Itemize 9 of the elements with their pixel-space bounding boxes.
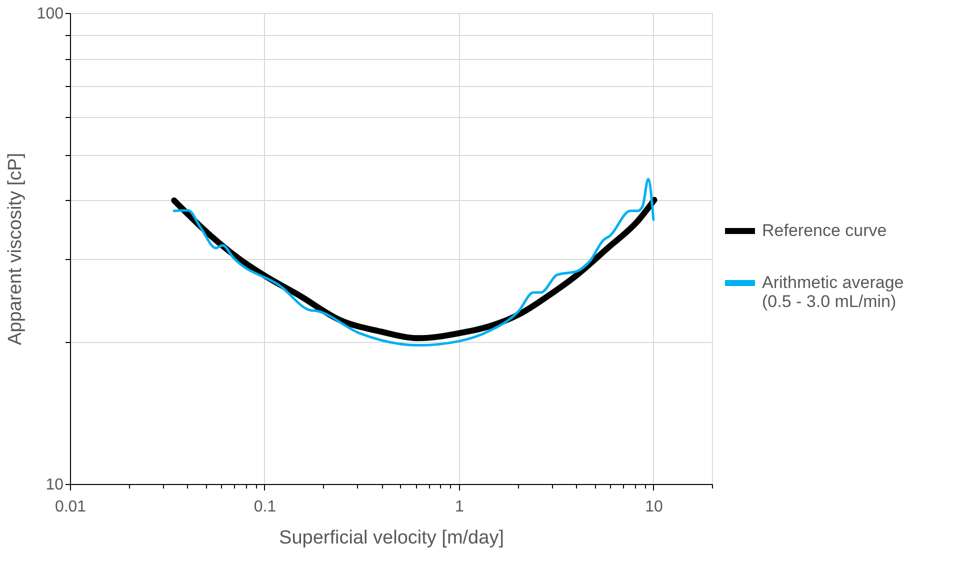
x-tick-label: 0.1	[254, 498, 276, 516]
x-tick-label: 0.01	[54, 498, 86, 516]
x-tick-label: 10	[645, 498, 663, 516]
y-tick-label: 100	[36, 6, 64, 22]
x-tick-label: 1	[455, 498, 464, 516]
y-axis-title: Apparent viscosity [cP]	[4, 152, 26, 346]
legend-label: Arithmetic average (0.5 - 3.0 mL/min)	[762, 273, 904, 311]
legend-label: Reference curve	[762, 221, 887, 240]
x-axis-title: Superficial velocity [m/day]	[279, 528, 504, 548]
